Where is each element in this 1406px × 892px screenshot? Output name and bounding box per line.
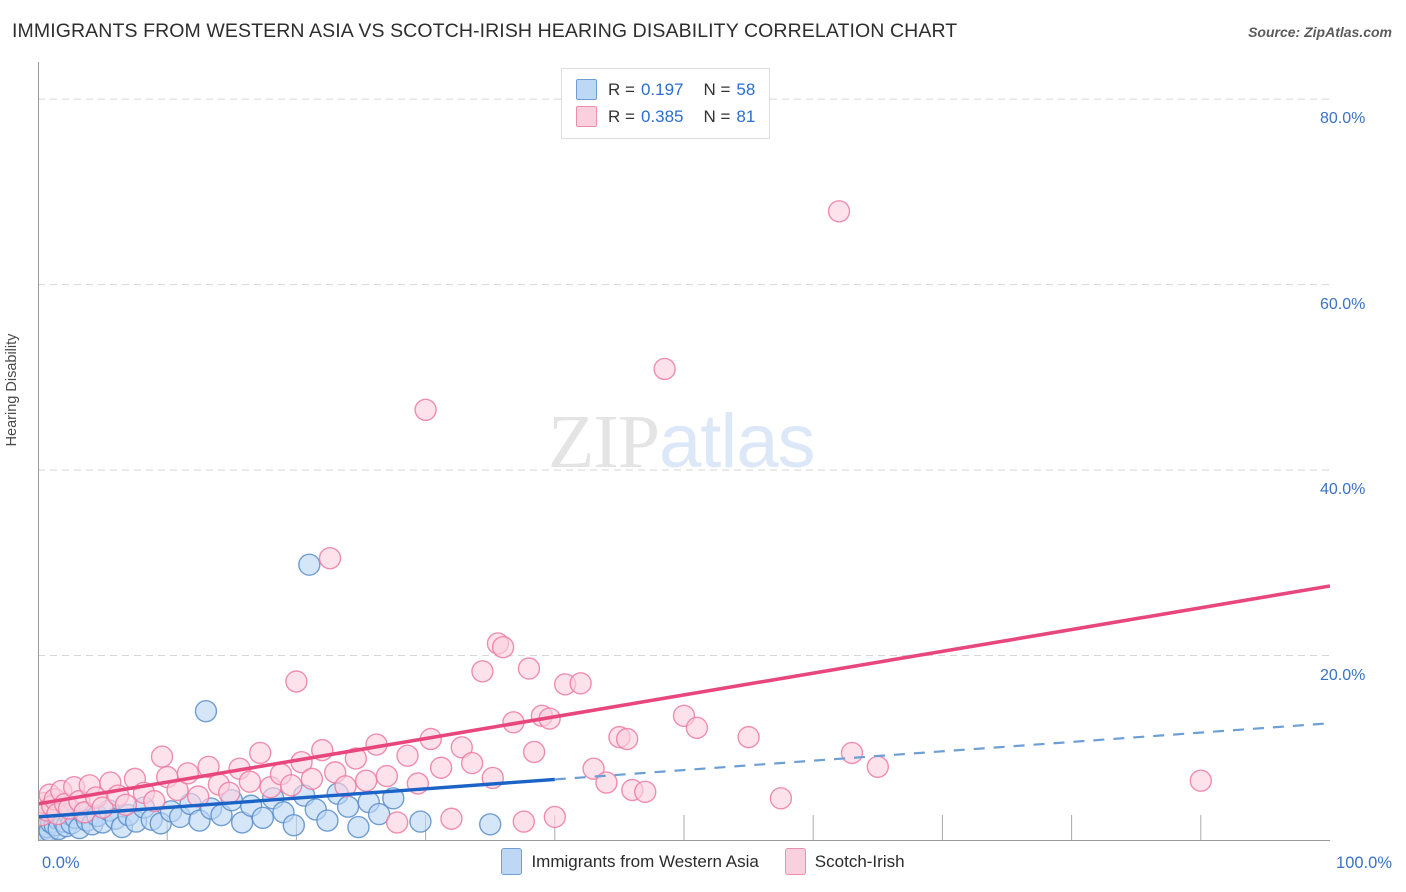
data-point xyxy=(414,398,437,421)
trend-line-solid xyxy=(38,584,1330,806)
n-value: 81 xyxy=(736,106,756,126)
data-point xyxy=(840,741,864,765)
legend-chip-pink-icon xyxy=(784,848,806,875)
data-point xyxy=(298,553,321,576)
data-point xyxy=(517,657,541,680)
trend-lines xyxy=(38,584,1330,819)
data-point xyxy=(866,755,889,779)
data-point xyxy=(367,802,391,826)
data-point xyxy=(737,725,760,749)
data-point xyxy=(615,727,639,751)
legend-swatch-blue-icon xyxy=(576,79,597,100)
plot-area xyxy=(38,62,1330,841)
n-label: N = xyxy=(703,79,731,99)
data-point xyxy=(316,809,339,832)
data-point xyxy=(300,767,324,791)
legend-swatch-pink-icon xyxy=(576,106,597,127)
scatter-plot-svg xyxy=(38,62,1330,841)
legend-chip-blue-icon xyxy=(501,848,523,875)
legend-label: Scotch-Irish xyxy=(814,851,905,871)
data-point xyxy=(354,769,378,792)
data-point xyxy=(543,805,566,829)
page-title: IMMIGRANTS FROM WESTERN ASIA VS SCOTCH-I… xyxy=(12,20,958,42)
data-point xyxy=(569,672,592,695)
data-point xyxy=(827,200,851,223)
data-point xyxy=(336,795,360,818)
data-point xyxy=(512,810,535,833)
data-point xyxy=(143,789,166,813)
data-point xyxy=(491,635,515,659)
data-point xyxy=(282,814,306,837)
data-point xyxy=(471,660,494,683)
data-point xyxy=(194,699,218,723)
data-point xyxy=(197,755,220,779)
source-attribution: Source: ZipAtlas.com xyxy=(1248,24,1392,40)
r-value: 0.197 xyxy=(640,79,684,99)
data-point xyxy=(769,787,793,810)
data-point xyxy=(150,745,174,768)
data-point xyxy=(280,774,303,797)
data-point xyxy=(460,751,484,775)
data-point xyxy=(440,807,463,830)
x-axis-max-label: 100.0% xyxy=(1336,854,1392,872)
data-point xyxy=(218,781,241,804)
data-point xyxy=(653,357,676,381)
data-point xyxy=(318,546,342,570)
data-point xyxy=(187,785,210,808)
r-value: 0.385 xyxy=(640,106,684,126)
data-point xyxy=(238,770,262,793)
data-point xyxy=(409,810,432,833)
data-point xyxy=(479,813,502,836)
n-value: 58 xyxy=(736,79,756,99)
y-axis-tick-label: 40.0% xyxy=(1320,481,1366,499)
data-point xyxy=(634,780,657,804)
y-axis-title: Hearing Disability xyxy=(4,333,20,447)
data-point xyxy=(385,811,409,834)
data-point xyxy=(285,670,308,693)
correlation-stats-legend: R = 0.197 N = 58 R = 0.385 N = 81 xyxy=(561,68,771,139)
series-legend: Immigrants from Western Asia Scotch-Iris… xyxy=(0,848,1406,875)
y-axis-tick-label: 20.0% xyxy=(1320,666,1366,684)
data-point xyxy=(344,747,368,770)
legend-label: Immigrants from Western Asia xyxy=(531,851,759,871)
data-point xyxy=(685,716,709,740)
data-point xyxy=(595,771,618,794)
data-point xyxy=(347,815,370,839)
stats-row: R = 0.197 N = 58 xyxy=(576,76,755,103)
trend-line-dashed xyxy=(554,722,1330,781)
y-axis-tick-label: 60.0% xyxy=(1320,295,1366,313)
data-point xyxy=(582,757,605,780)
data-point xyxy=(334,775,357,798)
data-point xyxy=(522,740,546,764)
gridlines xyxy=(38,98,1330,657)
y-axis-tick-label: 80.0% xyxy=(1320,110,1366,128)
r-label: R = xyxy=(608,106,635,126)
data-point xyxy=(450,736,473,759)
data-point xyxy=(249,741,272,765)
legend-item-scotch-irish[interactable]: Scotch-Irish xyxy=(784,848,905,875)
stats-row: R = 0.385 N = 81 xyxy=(576,103,755,130)
data-point xyxy=(375,764,399,788)
data-point xyxy=(251,806,275,830)
r-label: R = xyxy=(608,79,635,99)
data-point xyxy=(1189,769,1213,792)
legend-item-immigrants-from-western-asia[interactable]: Immigrants from Western Asia xyxy=(501,848,759,875)
data-point xyxy=(396,744,419,767)
trend-line-solid xyxy=(38,777,555,819)
data-point xyxy=(429,756,453,779)
x-axis-min-label: 0.0% xyxy=(42,854,80,872)
n-label: N = xyxy=(703,106,731,126)
